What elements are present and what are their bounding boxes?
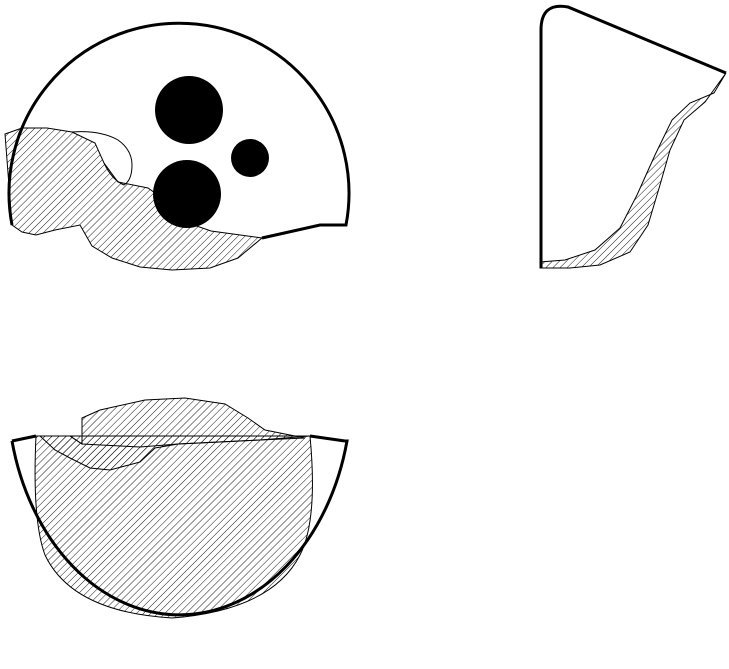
top-view <box>4 21 351 271</box>
side-view <box>539 4 727 269</box>
large-hole-lower <box>153 160 221 228</box>
side-view-outline <box>539 4 727 268</box>
large-hole-upper <box>155 76 223 144</box>
bottom-view-outline <box>10 434 349 617</box>
bottom-view <box>10 397 349 619</box>
side-view-hatched-region <box>539 72 727 269</box>
top-view-notch-outline <box>71 131 133 186</box>
bottom-view-edge-line <box>36 435 311 448</box>
bottom-view-hatched-region <box>34 435 313 619</box>
small-hole <box>231 139 269 177</box>
top-view-hatched-region <box>4 127 264 271</box>
bottom-view-upper-hatched <box>38 397 306 471</box>
